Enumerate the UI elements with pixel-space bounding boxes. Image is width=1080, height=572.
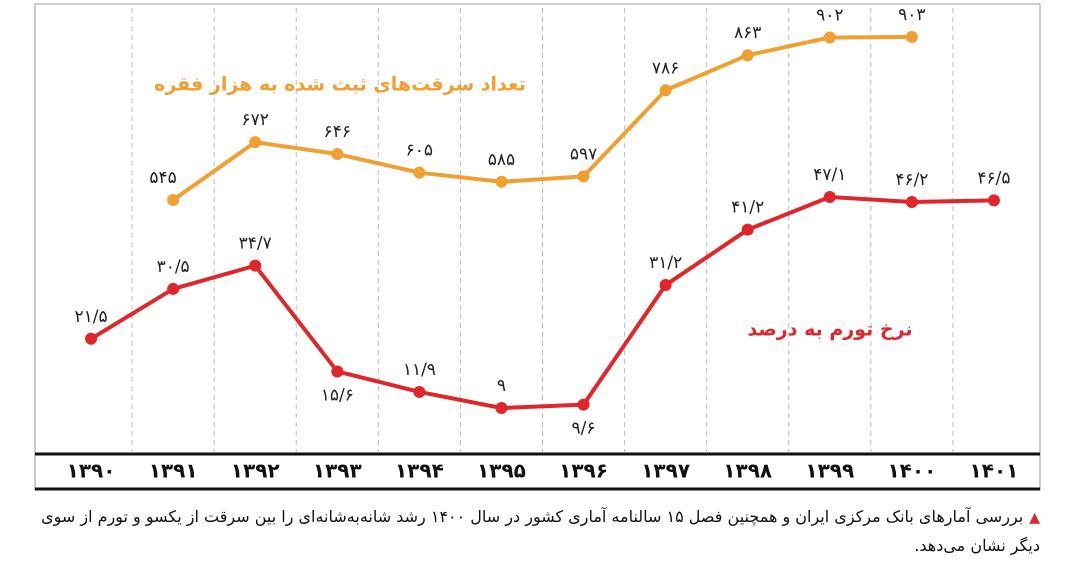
data-label: ۳۴/۷ [239,234,272,254]
data-label: ۹۰۲ [816,5,843,25]
data-point [577,398,590,411]
data-label: ۶۰۵ [406,141,433,161]
x-tick-label: ۱۳۹۴ [395,459,444,483]
x-tick-label: ۱۴۰۱ [970,459,1019,483]
x-tick-label: ۱۳۹۵ [477,459,526,483]
x-tick-label: ۱۳۹۸ [723,459,772,483]
data-label: ۳۰/۵ [157,257,190,277]
x-tick-label: ۱۴۰۰ [887,459,936,483]
data-point [905,31,918,43]
data-label: ۵۸۵ [488,150,515,170]
data-point [659,84,672,97]
data-label: ۷۸۶ [652,58,679,78]
data-point [741,49,754,62]
data-point [249,136,262,149]
x-tick-label: ۱۳۹۳ [313,459,362,483]
data-label: ۴۷/۱ [813,165,846,185]
chart: ۱۳۹۰ ۱۳۹۱ ۱۳۹۲ ۱۳۹۳ ۱۳۹۴ ۱۳۹۵ ۱۳۹۶ ۱۳۹۷ ۱۳۹۸ ۱۳۹۹… [34,3,1041,491]
data-point [495,175,508,188]
x-tick-label: ۱۳۹۶ [559,459,608,483]
bullet-icon: ▲ [1029,510,1040,526]
caption: ▲بررسی آمارهای بانک مرکزی ایران و همچنین… [30,503,1040,560]
caption-text: بررسی آمارهای بانک مرکزی ایران و همچنین … [41,507,1040,555]
data-label: ۴۶/۵ [977,168,1010,188]
x-tick-label: ۱۳۹۱ [149,459,198,483]
x-tick-label: ۱۳۹۲ [231,459,280,483]
data-label: ۹/۶ [572,419,596,439]
data-point [659,279,672,292]
data-point [413,166,426,179]
data-label: ۴۱/۲ [731,198,764,218]
data-label: ۱۵/۶ [321,385,354,405]
series-line [90,195,994,410]
data-label: ۹۰۳ [898,5,925,25]
data-point [823,31,836,44]
data-point [413,385,426,398]
series-name: تعداد سرقت‌های ثبت شده به هزار فقره [154,74,526,96]
x-tick-label: ۱۳۹۷ [641,459,690,483]
data-label: ۱۱/۹ [403,360,436,380]
data-point [167,194,180,206]
data-point [905,195,918,208]
x-tick-label: ۱۳۹۹ [805,459,854,483]
data-point [741,223,754,236]
data-point [249,259,262,272]
data-point [577,170,590,183]
data-label: ۵۹۷ [570,144,597,164]
data-point [987,194,1000,207]
data-point [167,282,180,295]
data-point [331,365,344,378]
data-point [823,191,836,203]
series-name: نرخ تورم به درصد [747,319,912,341]
data-label: ۵۴۵ [149,168,176,188]
data-point [85,332,98,345]
data-label: ۴۶/۲ [895,170,928,190]
data-label: ۲۱/۵ [74,307,107,327]
data-point [331,148,344,161]
data-label: ۶۷۲ [242,110,269,130]
data-label: ۳۱/۲ [649,253,682,273]
data-label: ۸۶۳ [734,23,761,43]
series-line [171,35,912,202]
data-label: ۹ [497,376,506,396]
data-point [495,402,508,414]
data-label: ۶۴۶ [324,122,351,142]
x-tick-label: ۱۳۹۰ [67,459,116,483]
